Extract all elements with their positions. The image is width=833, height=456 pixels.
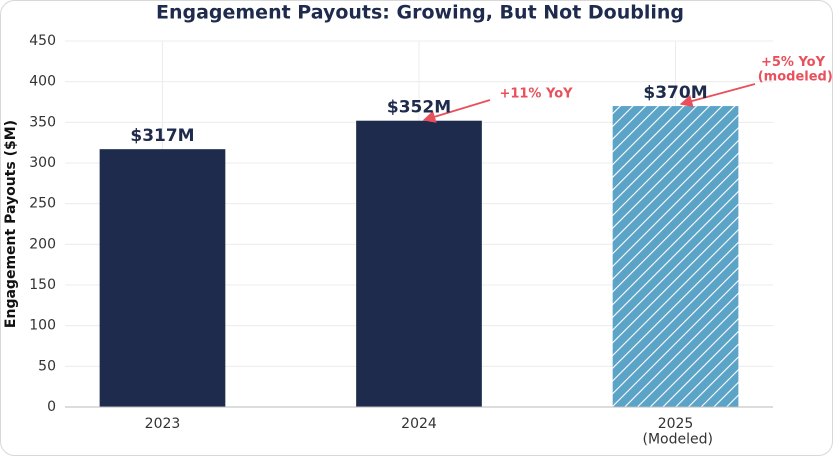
annotation-arrow bbox=[679, 83, 756, 108]
y-tick-label: 200 bbox=[29, 236, 56, 252]
annotation: +11% YoY bbox=[499, 87, 573, 102]
y-tick-label: 300 bbox=[29, 155, 56, 171]
y-tick-label: 450 bbox=[29, 33, 56, 49]
data-label: $370M bbox=[643, 83, 707, 103]
x-tick-label: 2023 bbox=[145, 416, 181, 432]
annotation-arrow bbox=[422, 99, 491, 123]
chart-title: Engagement Payouts: Growing, But Not Dou… bbox=[156, 2, 684, 24]
y-axis-label: Engagement Payouts ($M) bbox=[3, 120, 19, 328]
y-tick-label: 150 bbox=[29, 277, 56, 293]
bar bbox=[612, 106, 739, 408]
y-tick-label: 400 bbox=[29, 74, 56, 90]
data-label: $352M bbox=[387, 98, 451, 118]
x-tick-label: 2025 (Modeled) bbox=[638, 416, 713, 447]
data-label: $317M bbox=[130, 126, 194, 146]
y-tick-label: 0 bbox=[47, 399, 56, 415]
y-tick-label: 50 bbox=[38, 358, 56, 374]
y-tick-label: 350 bbox=[29, 114, 56, 130]
y-tick-label: 250 bbox=[29, 196, 56, 212]
x-tick-label: 2024 bbox=[401, 416, 437, 432]
bar bbox=[356, 120, 482, 407]
annotation: +5% YoY (modeled) bbox=[753, 55, 833, 84]
bar bbox=[99, 149, 226, 407]
y-tick-label: 100 bbox=[29, 318, 56, 334]
